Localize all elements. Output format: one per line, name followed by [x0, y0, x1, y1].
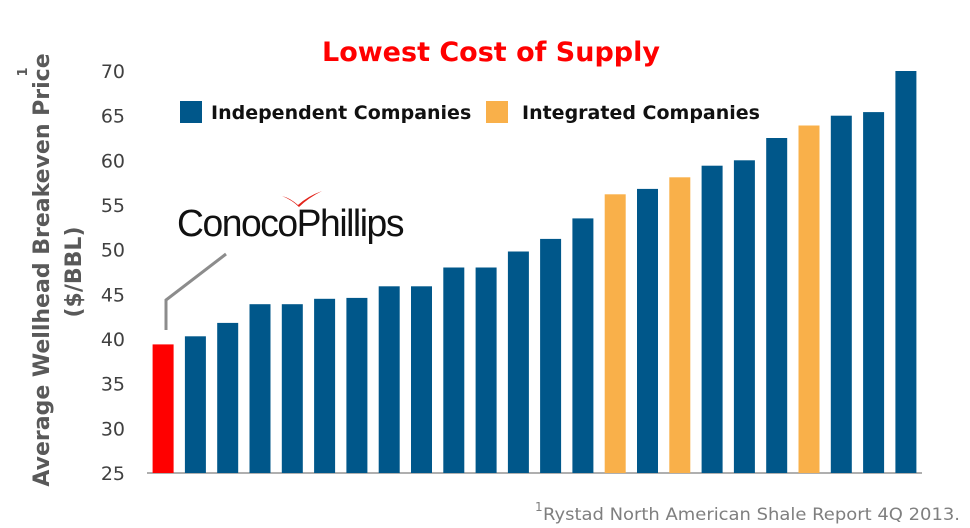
- y-axis-unit: ($/BBL): [62, 226, 87, 317]
- y-tick-label: 25: [101, 463, 125, 485]
- bar-independent: [314, 298, 336, 473]
- bar-independent: [346, 297, 368, 473]
- bar-independent: [217, 322, 239, 473]
- bar-independent: [701, 165, 723, 473]
- bar-independent: [540, 238, 562, 473]
- legend-label-integrated: Integrated Companies: [522, 102, 760, 124]
- y-tick-label: 70: [101, 61, 125, 83]
- bar-series: [152, 71, 917, 474]
- conocophillips-logo-mark-icon: [282, 191, 322, 207]
- callout-leader-line: [164, 252, 227, 330]
- y-tick-label: 45: [101, 284, 125, 306]
- legend: Independent Companies Integrated Compani…: [180, 101, 760, 124]
- y-tick-label: 55: [101, 195, 125, 217]
- bar-independent: [249, 304, 271, 473]
- y-axis-label: Average Wellhead Breakeven Price 1 ($/BB…: [16, 53, 87, 486]
- bar-independent: [378, 286, 400, 473]
- footnote-text: Rystad North American Shale Report 4Q 20…: [543, 505, 960, 525]
- bar-independent: [863, 112, 885, 473]
- y-axis-ticks: 25 30 35 40 45 50 55 60 65 70: [101, 61, 125, 485]
- bar-independent: [443, 267, 465, 473]
- bar-integrated: [604, 194, 626, 474]
- bar-independent: [733, 160, 755, 474]
- bar-independent: [411, 286, 432, 473]
- footnote: 1 Rystad North American Shale Report 4Q …: [535, 500, 960, 525]
- bar-independent: [184, 336, 206, 473]
- y-axis-title: Average Wellhead Breakeven Price: [30, 53, 55, 486]
- bar-integrated: [669, 177, 691, 474]
- y-tick-label: 50: [101, 240, 125, 262]
- conocophillips-callout: ConocoPhillips: [164, 191, 405, 330]
- bar-independent: [830, 115, 852, 473]
- y-tick-label: 30: [101, 418, 125, 440]
- bar-independent: [507, 251, 529, 473]
- bar-integrated: [798, 125, 820, 473]
- bar-independent: [572, 218, 594, 473]
- y-tick-label: 40: [101, 329, 125, 351]
- bar-independent: [637, 188, 658, 473]
- bar-independent: [895, 71, 917, 473]
- bar-independent: [475, 267, 497, 473]
- y-tick-label: 65: [101, 106, 125, 128]
- y-tick-label: 60: [101, 150, 125, 172]
- chart-title: Lowest Cost of Supply: [322, 37, 660, 68]
- bar-conocophillips: [152, 344, 174, 473]
- legend-swatch-independent: [180, 101, 202, 123]
- legend-swatch-integrated: [486, 101, 508, 123]
- y-axis-title-superscript: 1: [16, 67, 31, 76]
- y-tick-label: 35: [101, 374, 125, 396]
- conocophillips-logo-text: ConocoPhillips: [177, 203, 403, 245]
- footnote-marker: 1: [535, 500, 543, 514]
- bar-independent: [281, 304, 303, 473]
- bar-independent: [766, 138, 788, 473]
- legend-label-independent: Independent Companies: [211, 102, 471, 124]
